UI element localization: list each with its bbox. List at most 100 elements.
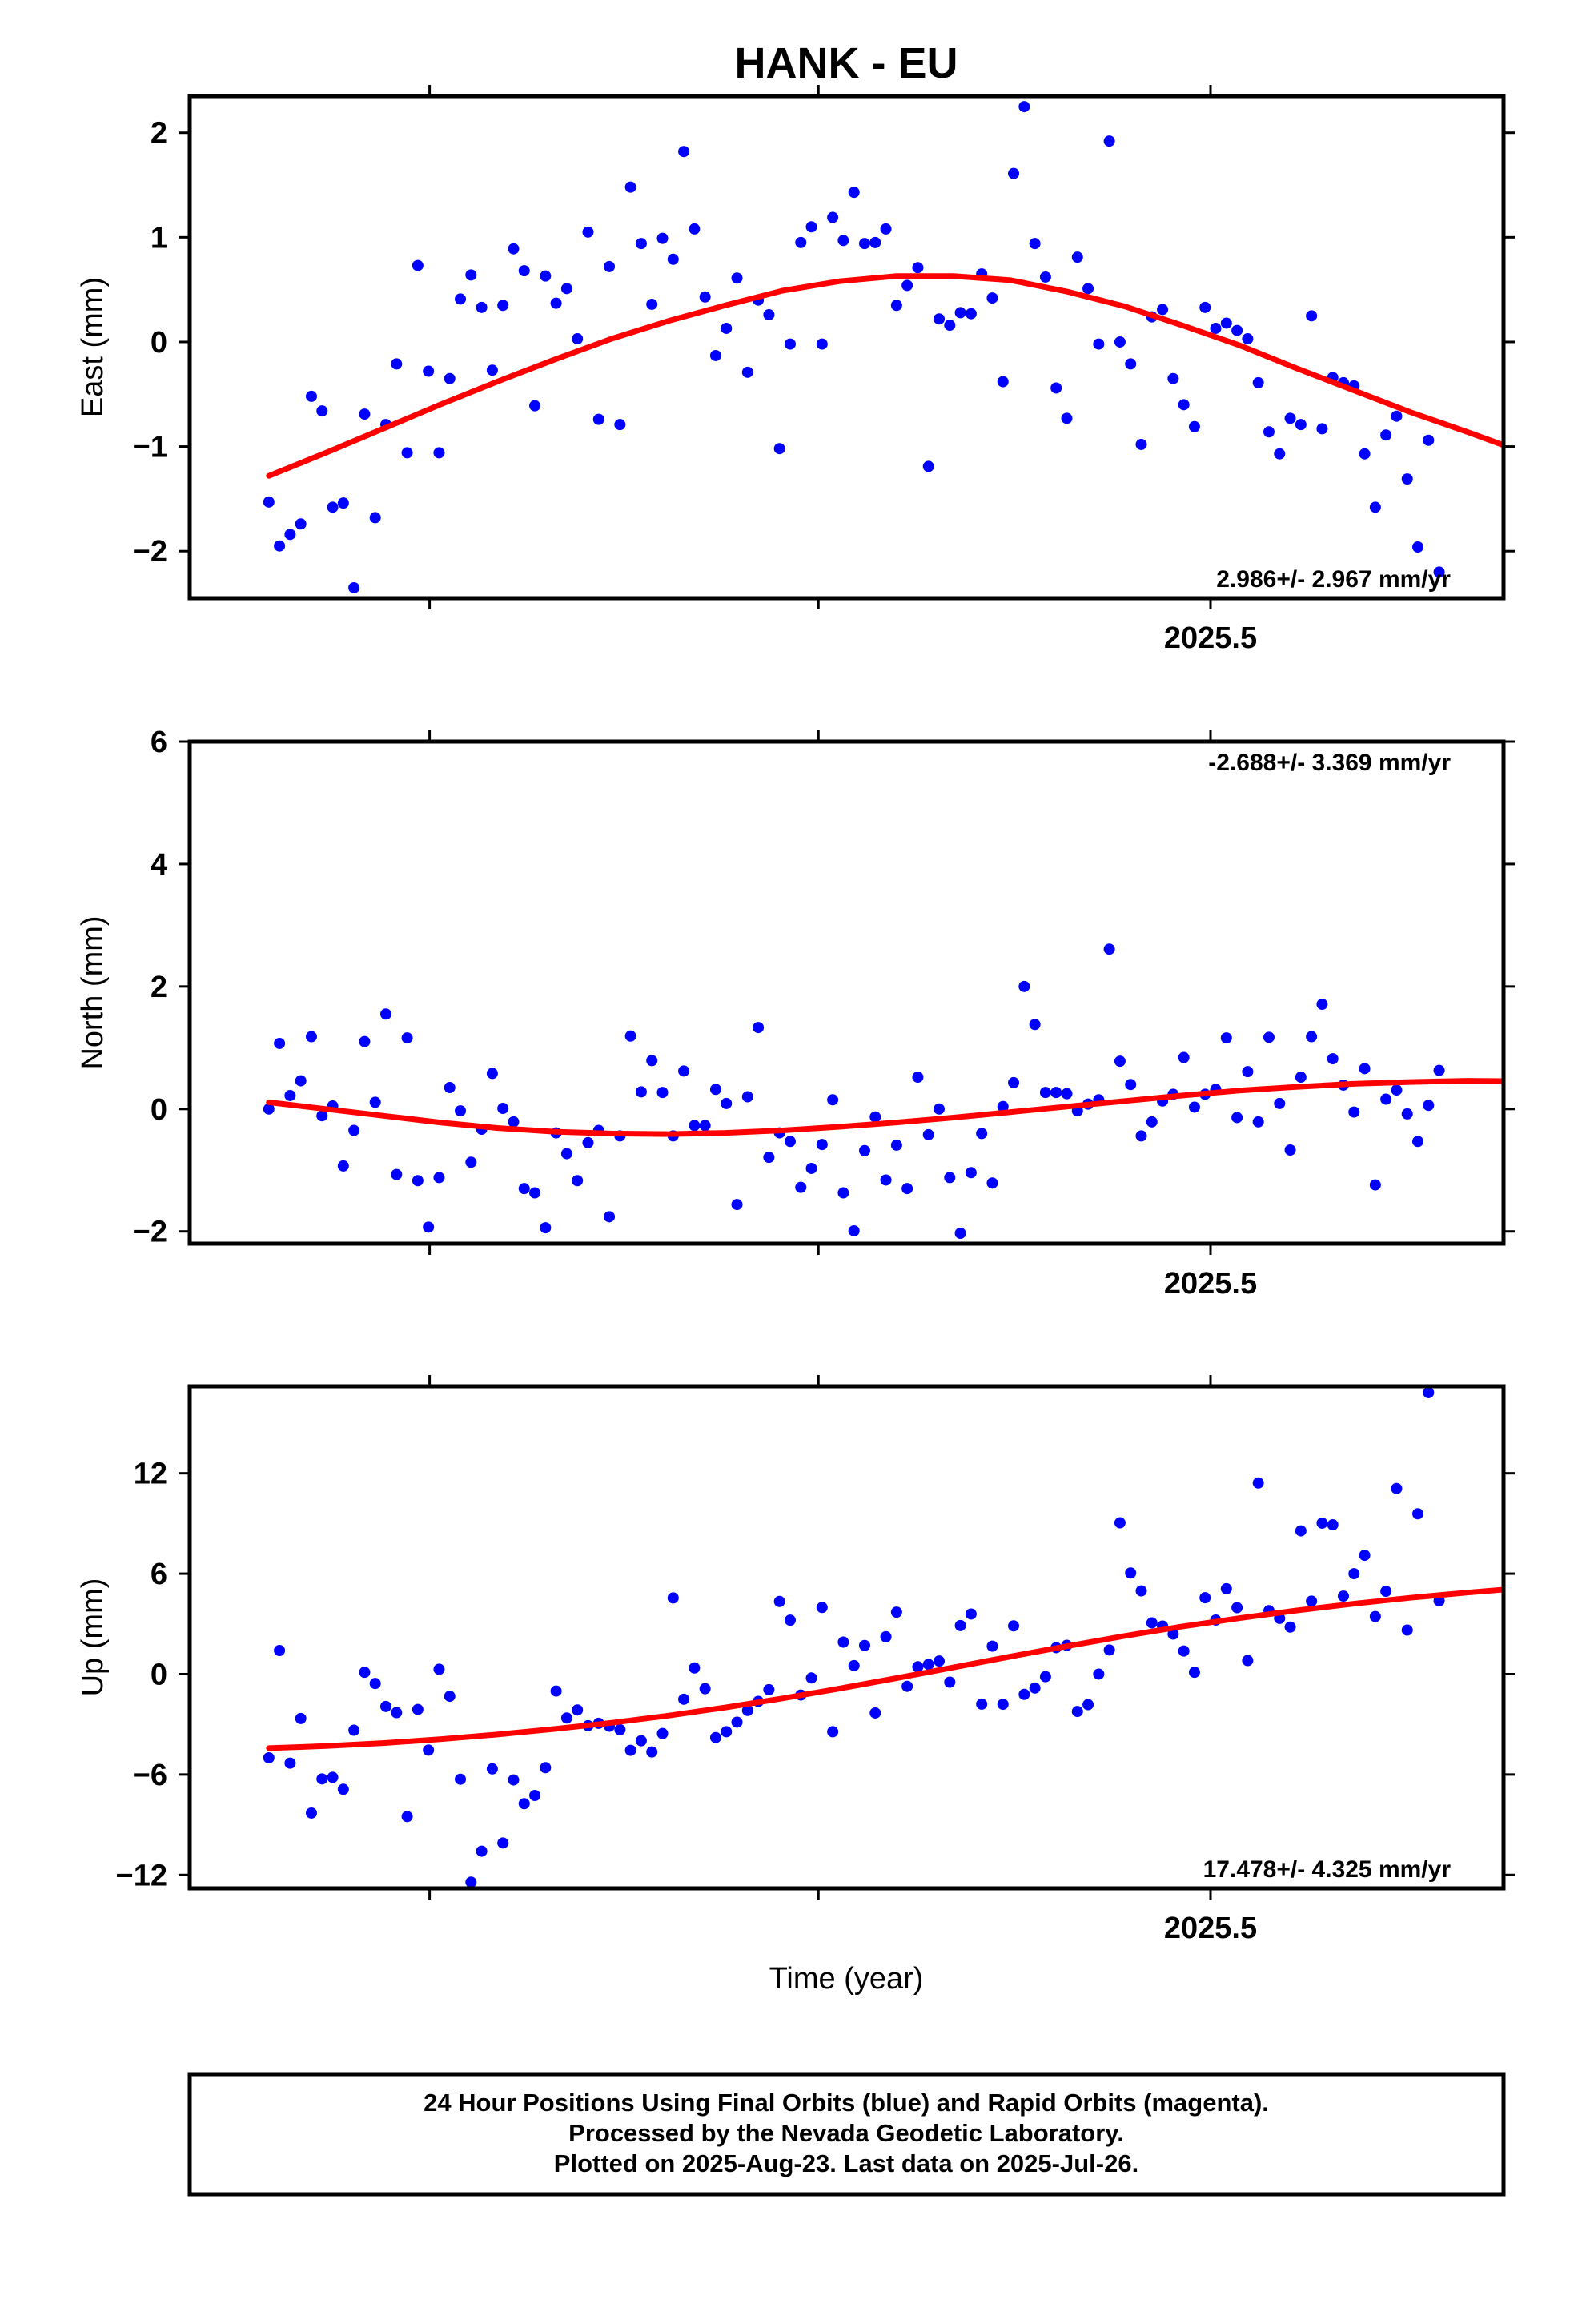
up-data-point [412, 1703, 424, 1715]
north-data-point [837, 1187, 849, 1199]
east-data-point [741, 366, 753, 378]
east-data-point [965, 308, 977, 320]
north-xtick-label: 2025.5 [1164, 1267, 1257, 1301]
up-data-point [1093, 1668, 1105, 1680]
north-ytick-label: 0 [151, 1093, 167, 1127]
north-rate-label: -2.688+/- 3.369 mm/yr [1208, 750, 1451, 776]
north-data-point [1103, 943, 1115, 955]
north-data-point [1327, 1053, 1339, 1065]
up-data-point [465, 1876, 477, 1888]
north-panel: −2 0 2 4 6 2025.5 North (mm) -2.688+/- 3.369 mm… [76, 726, 1515, 1301]
north-ytick-label: −2 [133, 1216, 167, 1249]
north-data-point [784, 1136, 796, 1148]
east-data-point [1263, 426, 1275, 438]
east-data-point [869, 236, 881, 248]
up-data-point [1401, 1624, 1413, 1636]
east-data-point [592, 413, 604, 425]
up-data-point [1071, 1706, 1083, 1718]
up-data-point [1125, 1567, 1137, 1579]
north-data-point [858, 1144, 870, 1156]
north-data-point [922, 1128, 934, 1140]
north-data-point [295, 1075, 307, 1087]
east-data-point [1359, 448, 1371, 460]
up-data-point [614, 1723, 626, 1735]
east-data-point [1050, 382, 1062, 394]
north-data-point [518, 1183, 530, 1195]
up-data-point [263, 1751, 275, 1763]
up-data-point [880, 1630, 892, 1642]
east-data-point [391, 358, 403, 370]
x-axis-label: Time (year) [769, 1962, 924, 1996]
north-data-point [263, 1103, 275, 1115]
east-data-point [1433, 566, 1445, 578]
up-data-point [986, 1640, 998, 1652]
east-data-point [721, 322, 733, 334]
east-data-point [763, 309, 775, 321]
north-data-point [508, 1116, 520, 1128]
north-data-point [540, 1222, 552, 1234]
up-data-point [1039, 1671, 1051, 1683]
east-data-point [455, 293, 467, 305]
up-data-point [976, 1698, 988, 1710]
up-xtick-label: 2025.5 [1164, 1912, 1257, 1945]
caption-line-2: Processed by the Nevada Geodetic Laborat… [568, 2119, 1124, 2147]
east-data-point [423, 365, 435, 377]
up-data-point [1284, 1621, 1296, 1633]
north-data-point [284, 1089, 296, 1101]
north-data-point [359, 1035, 371, 1047]
up-data-point [912, 1661, 924, 1673]
north-data-point [1220, 1032, 1232, 1044]
east-panel: −2 −1 0 1 2 2025.5 East (mm) 2.986+/- 2.967 mm/… [76, 85, 1515, 655]
east-data-point [997, 376, 1009, 388]
east-data-point [486, 364, 498, 376]
up-data-point [1316, 1517, 1328, 1529]
up-data-point [1135, 1585, 1147, 1597]
up-data-point [518, 1798, 530, 1810]
up-data-point [689, 1662, 701, 1674]
up-data-point [1306, 1595, 1318, 1607]
east-rate-label: 2.986+/- 2.967 mm/yr [1216, 566, 1451, 593]
north-data-point [1050, 1087, 1062, 1099]
east-data-point [795, 236, 807, 248]
up-data-point [741, 1704, 753, 1716]
east-data-point [369, 512, 381, 524]
east-data-point [1274, 448, 1286, 460]
east-data-point [667, 253, 679, 265]
north-data-point [890, 1139, 902, 1151]
up-data-point [635, 1735, 647, 1747]
up-data-point [1199, 1592, 1211, 1604]
up-data-point [1359, 1550, 1371, 1562]
east-data-point [1157, 304, 1169, 316]
north-data-point [1231, 1112, 1243, 1124]
up-data-point [624, 1744, 636, 1756]
east-data-point [901, 279, 913, 292]
up-data-point [1114, 1517, 1126, 1529]
north-data-point [465, 1156, 477, 1168]
up-plot-frame [187, 1384, 1506, 1891]
east-data-point [1380, 429, 1392, 441]
east-data-point [1018, 101, 1030, 113]
east-data-point [560, 283, 572, 295]
east-data-point [263, 496, 275, 508]
north-data-point [305, 1031, 317, 1043]
north-data-point [1423, 1100, 1435, 1112]
up-data-point [508, 1774, 520, 1786]
up-ytick-label: −12 [116, 1859, 167, 1892]
up-data-point [1369, 1610, 1381, 1622]
up-data-point [1188, 1667, 1200, 1679]
up-data-point [763, 1683, 775, 1695]
up-data-point [379, 1700, 391, 1712]
east-data-point [678, 146, 690, 158]
east-plot-frame [187, 94, 1506, 601]
east-data-point [1295, 419, 1307, 431]
east-data-point [327, 501, 339, 513]
up-data-point [359, 1667, 371, 1679]
up-data-point [1029, 1682, 1041, 1694]
north-data-point [763, 1152, 775, 1164]
up-data-point [1220, 1582, 1232, 1594]
north-ytick-label: 6 [151, 726, 167, 759]
east-data-point [699, 291, 711, 303]
east-data-point [337, 497, 349, 509]
up-data-point [284, 1757, 296, 1769]
